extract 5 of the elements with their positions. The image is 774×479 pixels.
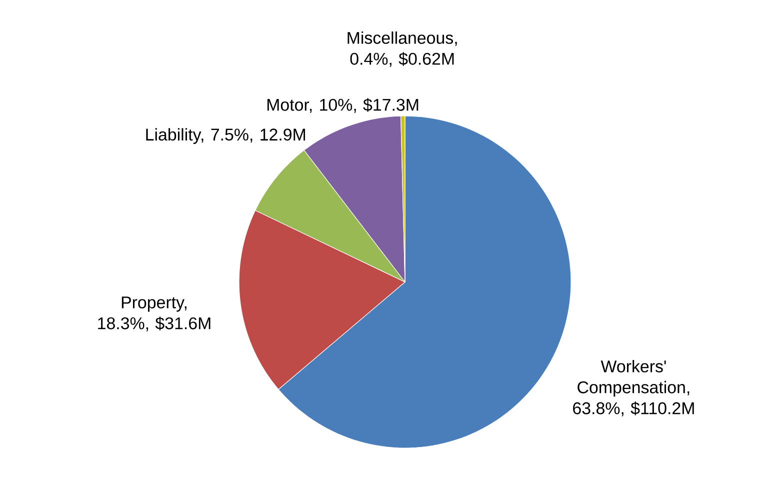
slice-label: Motor, 10%, $17.3M	[267, 98, 418, 113]
slice-label: Property, 18.3%, $31.6M	[98, 296, 210, 332]
slice-label: Workers' Compensation, 63.8%, $110.2M	[573, 360, 694, 416]
slice-label: Liability, 7.5%, 12.9M	[146, 128, 306, 144]
slice-label: Miscellaneous, 0.4%, $0.62M	[348, 31, 457, 67]
